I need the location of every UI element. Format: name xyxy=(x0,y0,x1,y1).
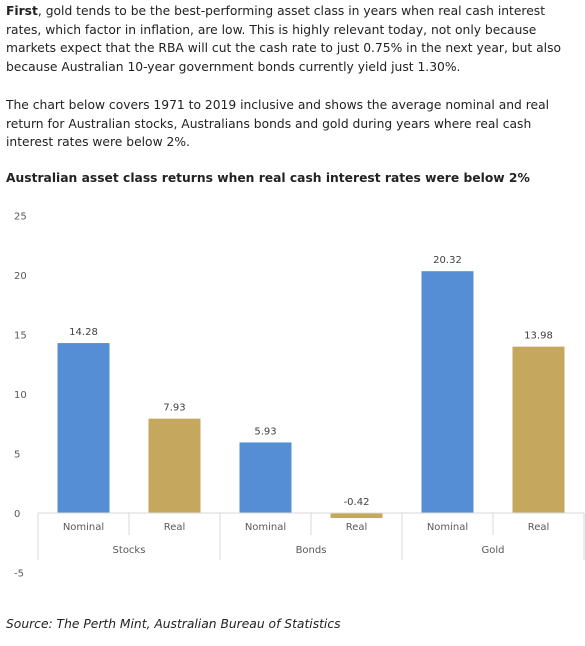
y-tick-label: 25 xyxy=(14,212,27,223)
x-tick-label: Real xyxy=(346,522,368,533)
category-axis: Nominal Real Nominal Real Nominal Real Stocks B… xyxy=(37,512,585,560)
data-label: 14.28 xyxy=(69,327,98,338)
x-tick-label: Nominal xyxy=(427,522,468,533)
intro-paragraph: First, gold tends to be the best-perform… xyxy=(6,2,578,76)
bar-gold-real xyxy=(512,346,565,513)
y-tick-label: -5 xyxy=(14,569,24,580)
bar-chart: -5 0 5 10 15 20 25 14.28 7.93 5.93 -0.42 20.32 13.9… xyxy=(14,212,585,580)
bar-bonds-real xyxy=(330,513,383,518)
x-tick-label: Real xyxy=(164,522,186,533)
chart-description-paragraph: The chart below covers 1971 to 2019 incl… xyxy=(6,98,550,149)
group-label: Gold xyxy=(482,545,505,556)
data-label: 20.32 xyxy=(433,255,462,266)
bar-bonds-nominal xyxy=(239,442,292,513)
intro-text: , gold tends to be the best-performing a… xyxy=(6,4,561,74)
y-tick-label: 15 xyxy=(14,331,27,342)
bar-gold-nominal xyxy=(421,271,474,513)
y-tick-label: 10 xyxy=(14,390,27,401)
group-label: Stocks xyxy=(113,545,146,556)
y-tick-label: 0 xyxy=(14,509,20,520)
data-label: 7.93 xyxy=(163,403,185,414)
x-tick-label: Real xyxy=(528,522,550,533)
bars: 14.28 7.93 5.93 -0.42 20.32 13.98 xyxy=(57,255,565,518)
data-label: 13.98 xyxy=(524,331,553,342)
bar-stocks-nominal xyxy=(57,343,110,513)
x-tick-label: Nominal xyxy=(245,522,286,533)
y-axis-ticks: -5 0 5 10 15 20 25 xyxy=(14,212,27,580)
chart-title: Australian asset class returns when real… xyxy=(6,171,530,185)
group-label: Bonds xyxy=(296,545,327,556)
y-tick-label: 20 xyxy=(14,271,27,282)
data-label: 5.93 xyxy=(254,426,276,437)
source-note: Source: The Perth Mint, Australian Burea… xyxy=(6,617,341,631)
intro-bold-lead: First xyxy=(6,4,38,18)
x-tick-label: Nominal xyxy=(63,522,104,533)
data-label: -0.42 xyxy=(344,497,370,508)
bar-stocks-real xyxy=(148,418,201,513)
y-tick-label: 5 xyxy=(14,450,20,461)
